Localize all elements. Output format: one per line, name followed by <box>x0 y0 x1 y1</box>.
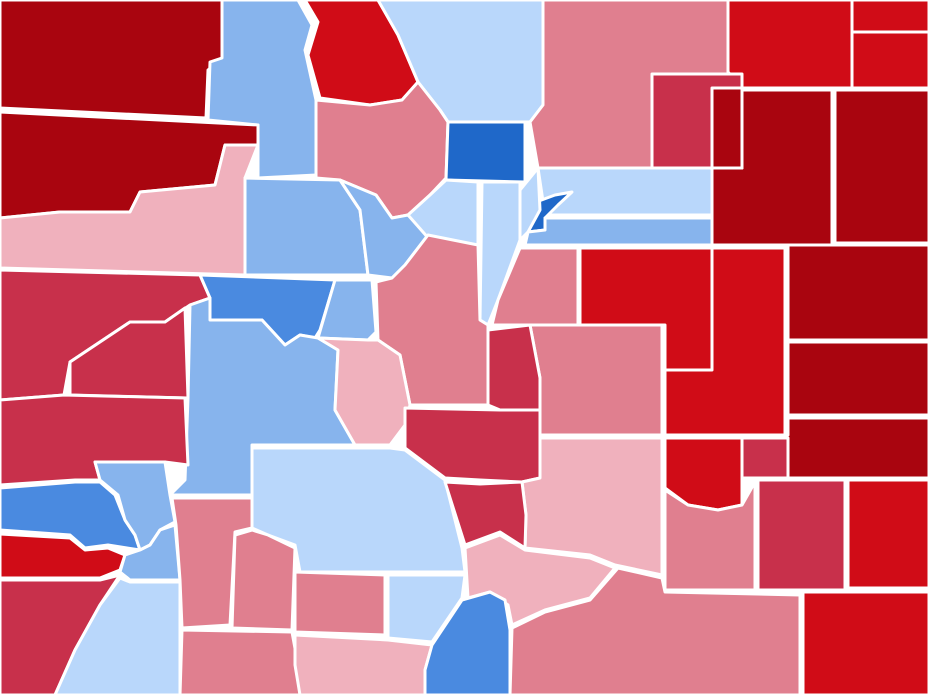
county[interactable] <box>710 86 744 170</box>
county[interactable] <box>508 566 802 695</box>
county[interactable] <box>518 166 542 242</box>
county[interactable] <box>726 0 854 90</box>
county[interactable] <box>850 30 929 90</box>
county[interactable] <box>833 88 929 245</box>
county[interactable] <box>293 633 434 695</box>
county[interactable] <box>178 628 302 695</box>
county[interactable] <box>423 590 512 695</box>
county[interactable] <box>663 480 757 592</box>
county[interactable] <box>53 576 182 695</box>
county[interactable] <box>0 0 224 120</box>
county[interactable] <box>663 246 787 437</box>
county[interactable] <box>230 528 297 632</box>
county[interactable] <box>536 166 714 217</box>
county[interactable] <box>756 478 847 592</box>
county[interactable] <box>170 496 254 630</box>
county[interactable] <box>740 436 790 480</box>
county[interactable] <box>786 340 929 417</box>
county[interactable] <box>206 0 318 180</box>
county[interactable] <box>801 590 929 695</box>
county[interactable] <box>523 216 714 247</box>
county[interactable] <box>528 323 664 437</box>
county[interactable] <box>846 478 929 590</box>
county[interactable] <box>444 120 527 184</box>
county[interactable] <box>316 278 378 342</box>
county[interactable] <box>486 323 542 412</box>
county[interactable] <box>660 436 667 577</box>
county[interactable] <box>786 243 929 342</box>
county[interactable] <box>850 0 929 34</box>
county[interactable] <box>293 570 387 637</box>
county[interactable] <box>443 480 528 550</box>
county[interactable] <box>490 246 580 327</box>
